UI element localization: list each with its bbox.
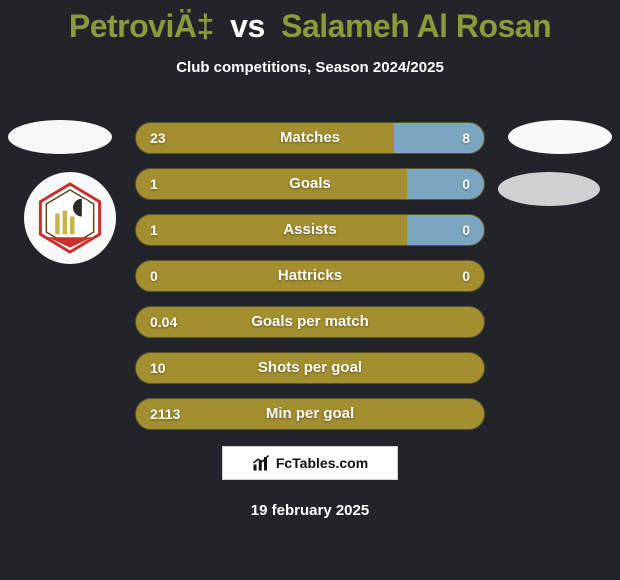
stat-bar: Goals1 0 [135,168,485,200]
bar-label: Hattricks [136,261,484,291]
bar-value-left: 0.04 [150,307,177,337]
bar-value-left: 2113 [150,399,180,429]
player1-name: PetroviÄ‡ [69,8,214,44]
stat-bar: Hattricks0 0 [135,260,485,292]
player1-club-badge [24,172,116,264]
bar-value-left: 1 [150,169,158,199]
bar-value-left: 10 [150,353,166,383]
date-label: 19 february 2025 [0,502,620,519]
bar-label: Matches [136,123,484,153]
stat-bar: Assists1 0 [135,214,485,246]
stat-bar: Shots per goal10 [135,352,485,384]
stat-bar: Min per goal2113 [135,398,485,430]
bar-value-left: 1 [150,215,158,245]
page-title: PetroviÄ‡ vs Salameh Al Rosan [0,0,620,45]
stat-bar: Matches23 8 [135,122,485,154]
bar-label: Min per goal [136,399,484,429]
club-badge-icon [33,181,107,255]
chart-icon [252,454,270,472]
stat-bars: Matches238Goals10Assists10Hattricks00Goa… [135,122,485,444]
player1-avatar-placeholder [8,120,112,154]
player2-avatar-placeholder [508,120,612,154]
player2-club-placeholder [498,172,600,206]
bar-value-left: 0 [150,261,158,291]
bar-label: Goals per match [136,307,484,337]
brand-badge[interactable]: FcTables.com [222,446,398,480]
bar-value-left: 23 [150,123,166,153]
subtitle: Club competitions, Season 2024/2025 [0,59,620,76]
player2-name: Salameh Al Rosan [281,8,551,44]
bar-label: Assists [136,215,484,245]
vs-label: vs [230,8,265,44]
bar-label: Goals [136,169,484,199]
bar-label: Shots per goal [136,353,484,383]
bar-value-right: 0 [462,261,470,291]
bar-value-right: 0 [462,169,470,199]
stat-bar: Goals per match0.04 [135,306,485,338]
brand-text: FcTables.com [276,455,368,471]
bar-value-right: 8 [462,123,470,153]
bar-value-right: 0 [462,215,470,245]
